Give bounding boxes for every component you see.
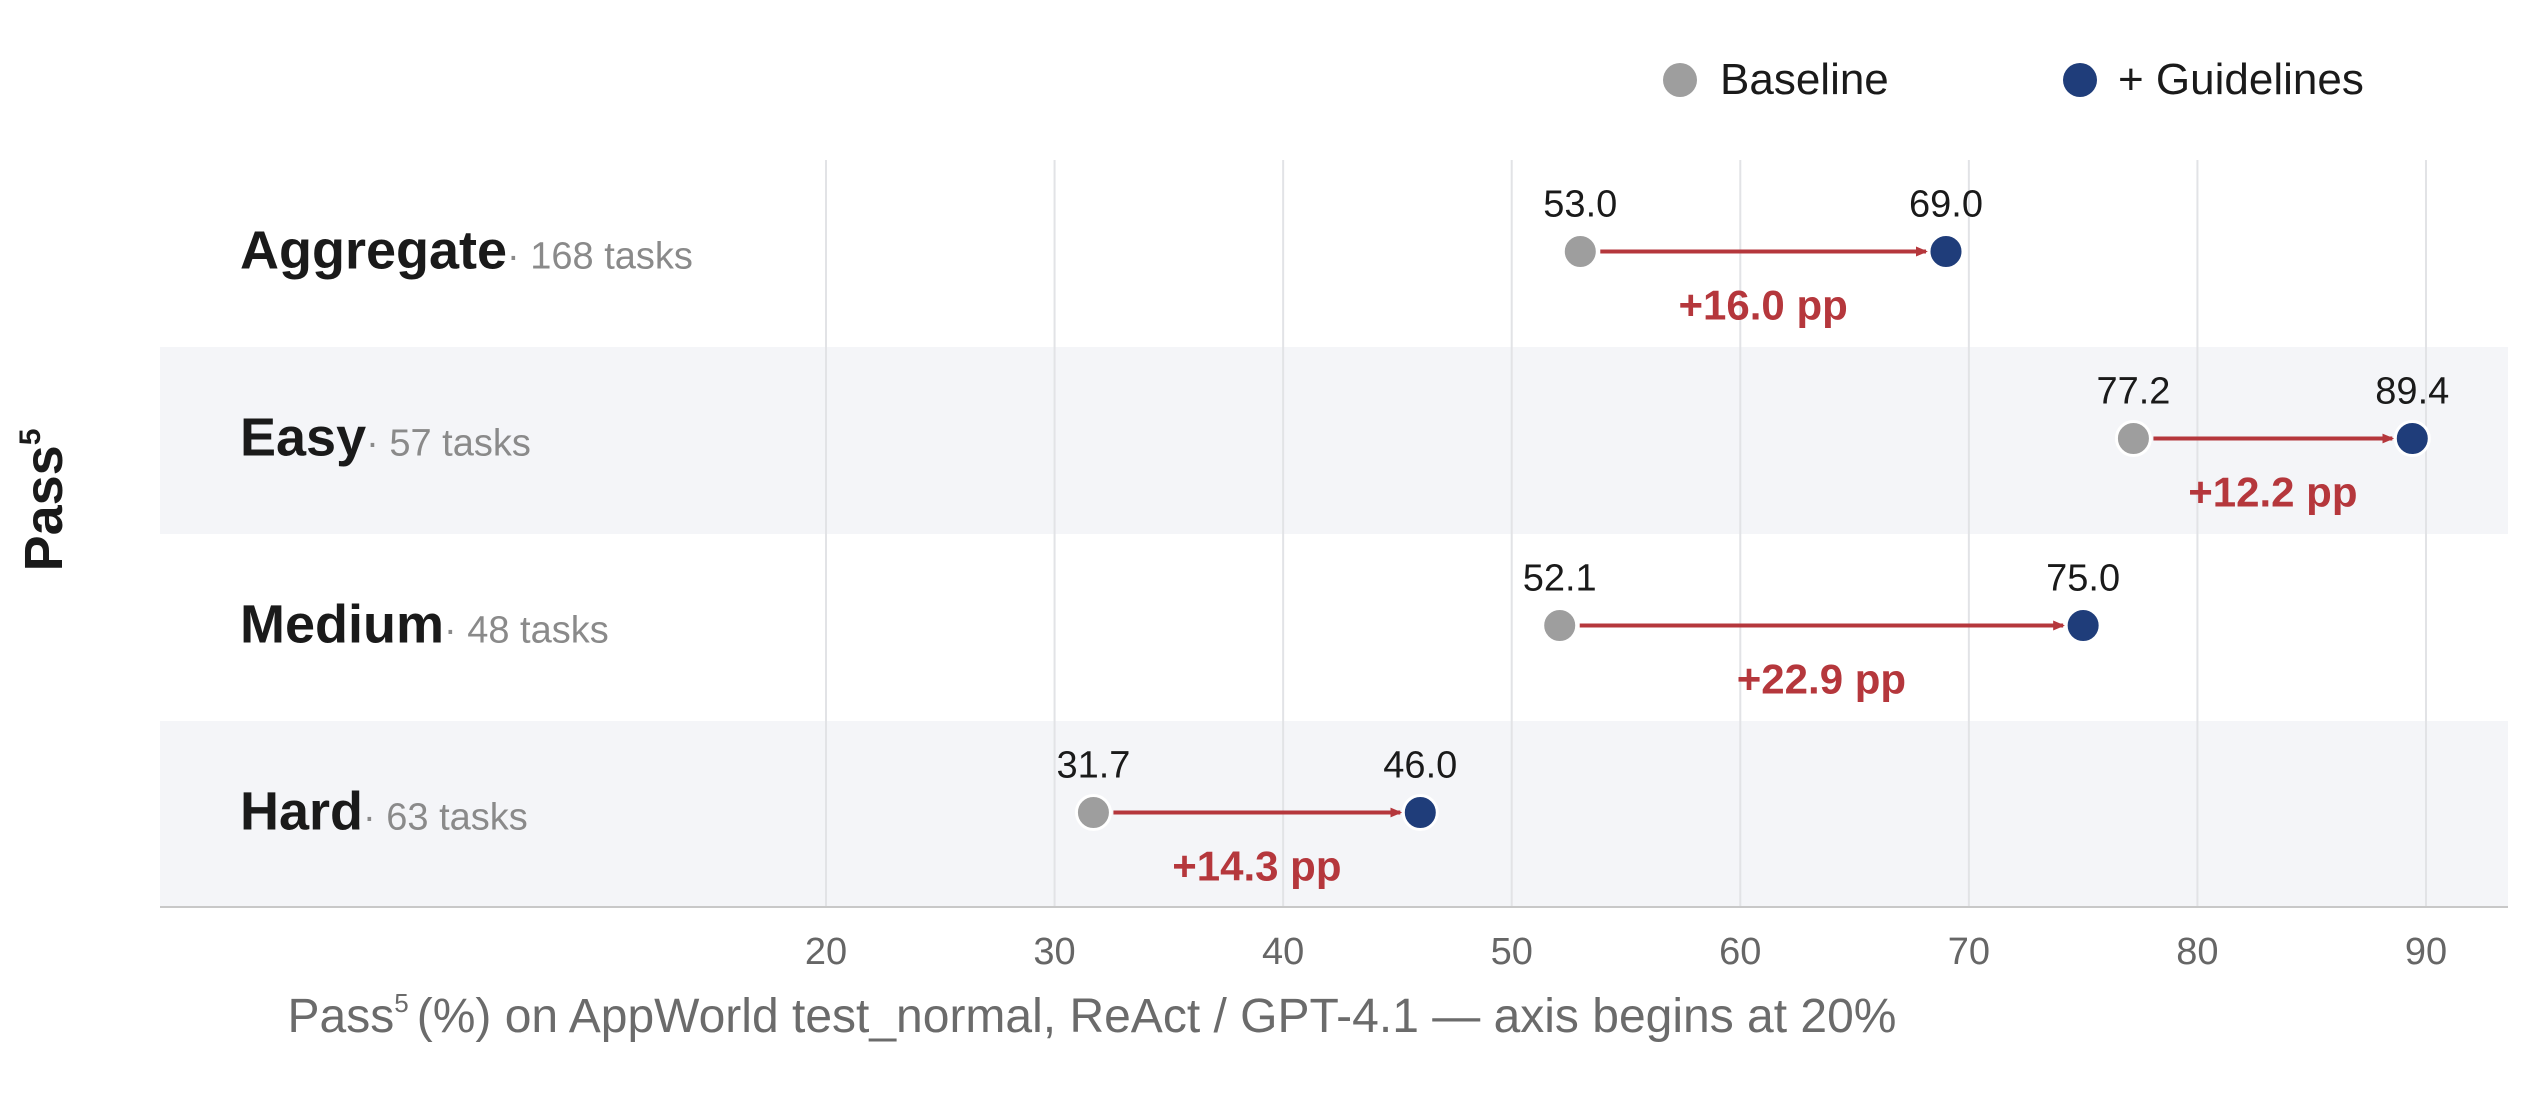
legend-label: Baseline bbox=[1720, 55, 1889, 104]
guidelines-point bbox=[2393, 420, 2431, 457]
x-axis: 20 30 40 50 60 70 80 90 bbox=[160, 906, 2508, 973]
x-tick-label: 20 bbox=[805, 931, 847, 973]
legend-marker bbox=[2063, 63, 2097, 97]
delta-label: +14.3 pp bbox=[1172, 843, 1341, 890]
row-label: Aggregate· 168 tasks bbox=[240, 221, 693, 281]
baseline-value-label: 53.0 bbox=[1543, 184, 1617, 226]
baseline-point bbox=[2114, 420, 2152, 457]
row-medium: Medium· 48 tasks 52.1 75.0 +22.9 pp bbox=[240, 558, 2120, 703]
row-label-name: Aggregate bbox=[240, 221, 507, 281]
delta-label: +16.0 pp bbox=[1679, 282, 1848, 329]
guidelines-value-label: 75.0 bbox=[2046, 558, 2120, 600]
legend-marker bbox=[1663, 63, 1697, 97]
guidelines-value-label: 69.0 bbox=[1909, 184, 1983, 226]
y-axis-title: Pass5 bbox=[14, 429, 74, 572]
baseline-value-label: 31.7 bbox=[1056, 745, 1130, 787]
x-axis-title: Pass5 (%) on AppWorld test_normal, ReAct … bbox=[288, 988, 1897, 1043]
row-label: Easy· 57 tasks bbox=[240, 408, 531, 468]
row-label: Medium· 48 tasks bbox=[240, 595, 609, 655]
guidelines-point bbox=[2064, 607, 2102, 644]
guidelines-value-label: 46.0 bbox=[1383, 745, 1457, 787]
row-label-tasks: · 168 tasks bbox=[507, 236, 693, 278]
baseline-point bbox=[1561, 233, 1599, 270]
y-axis-title-sup: 5 bbox=[14, 429, 47, 446]
x-tick-label: 30 bbox=[1033, 931, 1075, 973]
row-label-name: Hard bbox=[240, 782, 363, 842]
row-hard: Hard· 63 tasks 31.7 46.0 +14.3 pp bbox=[240, 745, 1457, 890]
gridlines bbox=[825, 160, 2427, 907]
row-label-tasks: · 63 tasks bbox=[363, 797, 528, 839]
guidelines-value-label: 89.4 bbox=[2375, 371, 2449, 413]
delta-label: +12.2 pp bbox=[2188, 469, 2357, 516]
y-axis-title-text: Pass bbox=[14, 445, 74, 571]
baseline-point bbox=[1541, 607, 1579, 644]
row-label-tasks: · 48 tasks bbox=[444, 610, 609, 652]
row-label-tasks: · 57 tasks bbox=[366, 423, 531, 465]
row-label: Hard· 63 tasks bbox=[240, 782, 528, 842]
x-axis-title-prefix: Pass bbox=[288, 990, 395, 1043]
delta-label: +22.9 pp bbox=[1737, 656, 1906, 703]
row-label-name: Easy bbox=[240, 408, 366, 468]
legend-guidelines: + Guidelines bbox=[2063, 55, 2364, 104]
guidelines-point bbox=[1401, 794, 1439, 831]
legend-label: + Guidelines bbox=[2118, 55, 2364, 104]
x-tick-label: 70 bbox=[1948, 931, 1990, 973]
row-easy: Easy· 57 tasks 77.2 89.4 +12.2 pp bbox=[240, 371, 2449, 516]
x-axis-title-sup: 5 bbox=[394, 988, 408, 1018]
row-label-name: Medium bbox=[240, 595, 444, 655]
baseline-value-label: 77.2 bbox=[2096, 371, 2170, 413]
rows: Aggregate· 168 tasks 53.0 69.0 +16.0 pp Easy… bbox=[240, 184, 2449, 890]
legend-baseline: Baseline bbox=[1663, 55, 1889, 104]
baseline-point bbox=[1074, 794, 1112, 831]
x-tick-label: 50 bbox=[1491, 931, 1533, 973]
x-tick-label: 90 bbox=[2405, 931, 2447, 973]
row-aggregate: Aggregate· 168 tasks 53.0 69.0 +16.0 pp bbox=[240, 184, 1983, 329]
x-tick-label: 80 bbox=[2176, 931, 2218, 973]
guidelines-point bbox=[1927, 233, 1965, 270]
x-axis-title-text: (%) on AppWorld test_normal, ReAct / GPT… bbox=[417, 990, 1897, 1043]
x-tick-label: 40 bbox=[1262, 931, 1304, 973]
legend: Baseline + Guidelines bbox=[1663, 55, 2364, 104]
baseline-value-label: 52.1 bbox=[1523, 558, 1597, 600]
x-tick-label: 60 bbox=[1719, 931, 1761, 973]
